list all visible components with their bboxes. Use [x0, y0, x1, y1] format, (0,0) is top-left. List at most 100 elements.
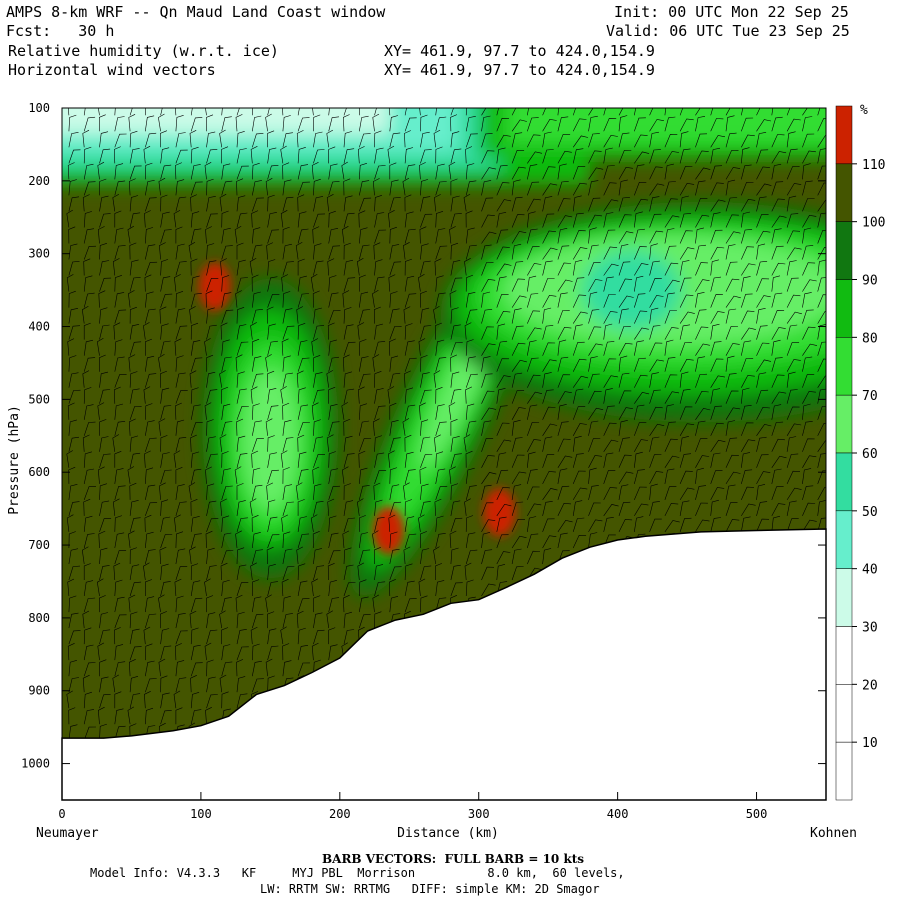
wind-barb [771, 198, 785, 212]
wind-barb [634, 374, 648, 388]
wind-barb [252, 484, 263, 500]
wind-barb [67, 578, 75, 597]
wind-barb [144, 691, 151, 709]
wind-barb [542, 501, 553, 516]
wind-barb [99, 453, 111, 468]
wind-barb [221, 468, 231, 484]
wind-barb [741, 164, 752, 180]
wind-barb [113, 322, 121, 340]
wind-barb [374, 323, 384, 340]
wind-barb [83, 486, 97, 501]
wind-barb [542, 183, 558, 196]
wind-barb [252, 244, 263, 260]
wind-barb [572, 230, 586, 244]
wind-barb [97, 226, 105, 244]
wind-barb [389, 501, 402, 516]
wind-barb [664, 520, 680, 533]
wind-barb [221, 108, 223, 116]
wind-barb [206, 324, 217, 340]
wind-barb [557, 134, 571, 148]
wind-barb [435, 292, 446, 308]
wind-barb [68, 466, 76, 484]
wind-barb [786, 342, 800, 356]
wind-barb [418, 338, 426, 356]
wind-barb [603, 199, 619, 212]
wind-barb [664, 421, 676, 436]
wind-barb [419, 466, 427, 484]
wind-barb [326, 434, 334, 452]
wind-barb [66, 274, 74, 292]
wind-barb [282, 115, 291, 132]
wind-barb [190, 533, 202, 549]
wind-barb [159, 546, 167, 565]
wind-barb [343, 324, 354, 340]
wind-barb [328, 485, 341, 500]
wind-barb [190, 181, 203, 196]
wind-barb [802, 292, 812, 308]
wind-barb [465, 274, 474, 292]
wind-barb [771, 116, 783, 132]
wind-barb [435, 515, 444, 532]
wind-barb [128, 178, 136, 196]
wind-barb [496, 212, 507, 228]
wind-barb [128, 659, 136, 677]
wind-barb [618, 342, 633, 356]
wind-barb [572, 247, 588, 260]
wind-barb [83, 468, 95, 484]
wind-barb [189, 610, 197, 629]
wind-barb [267, 645, 279, 661]
wind-barb [83, 451, 92, 468]
wind-barb [450, 213, 462, 228]
wind-barb [557, 468, 568, 484]
wind-barb [557, 455, 573, 468]
wind-barb [588, 467, 597, 484]
wind-barb [465, 386, 473, 404]
wind-barb [420, 531, 428, 548]
wind-barb [771, 391, 787, 404]
wind-barb [206, 178, 214, 196]
wind-barb [297, 563, 306, 581]
wind-barb [557, 116, 569, 132]
wind-barb [312, 226, 320, 244]
wind-barb [327, 563, 335, 581]
wind-barb [695, 227, 704, 244]
wind-barb [236, 212, 248, 228]
wind-barb [463, 193, 471, 212]
wind-barb [817, 294, 826, 308]
wind-barb [588, 150, 602, 164]
wind-barb [190, 194, 197, 212]
wind-barb [389, 261, 402, 276]
y-tick-label: 800 [28, 611, 50, 625]
wind-barb [572, 406, 586, 420]
wind-barb [572, 324, 583, 340]
colorbar-segment [835, 394, 853, 454]
wind-barb [328, 116, 340, 132]
colorbar-segment [835, 626, 853, 685]
wind-barb [557, 310, 570, 324]
wind-barb [710, 276, 722, 292]
wind-barb [786, 371, 796, 388]
init-time: Init: 00 UTC Mon 22 Sep 25 [614, 3, 849, 21]
y-tick-label: 1000 [21, 757, 50, 771]
wind-barb [83, 322, 91, 340]
wind-barb [756, 295, 771, 308]
wind-barb [511, 308, 522, 324]
wind-barb [190, 451, 200, 468]
wind-barb [175, 291, 184, 308]
wind-barb [603, 487, 618, 501]
wind-barb [372, 530, 379, 549]
wind-barb [129, 371, 138, 388]
wind-barb [251, 515, 259, 532]
wind-barb [603, 246, 618, 260]
wind-barb [81, 306, 89, 324]
wind-barb [313, 114, 321, 132]
wind-barb [572, 166, 586, 180]
wind-barb [420, 149, 432, 164]
wind-barb [175, 402, 182, 420]
wind-barb [374, 130, 382, 148]
wind-barb [649, 166, 663, 180]
wind-barb [112, 434, 120, 452]
wind-barb [282, 595, 291, 613]
wind-barb [710, 388, 721, 404]
wind-barb [175, 372, 186, 388]
